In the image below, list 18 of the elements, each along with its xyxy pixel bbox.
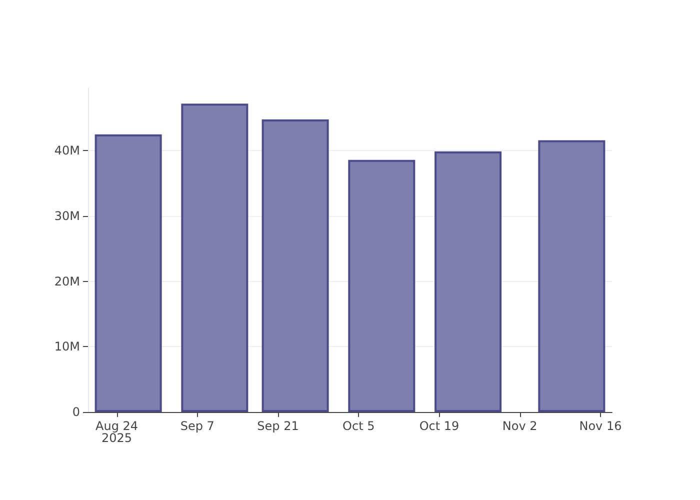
bar: [262, 119, 329, 412]
bar: [348, 160, 416, 412]
bar: [94, 134, 162, 412]
x-tick-label: Sep 7: [180, 419, 214, 433]
y-tick-label: 20M: [54, 274, 80, 288]
y-tick-label: 40M: [54, 144, 80, 158]
bar: [434, 151, 502, 412]
bar: [538, 140, 606, 412]
y-tick-label: 30M: [54, 209, 80, 224]
bar: [181, 104, 248, 412]
x-tick-label: Nov 2: [502, 419, 538, 433]
x-tick-label: Oct 5: [342, 419, 375, 433]
x-tick-label: Sep 21: [257, 419, 299, 433]
y-tick-label: 0: [72, 405, 80, 419]
y-tick-label: 10M: [54, 340, 80, 354]
x-tick-label: Oct 19: [419, 419, 460, 433]
x-tick-label: Aug 24 2025: [96, 419, 138, 445]
x-tick-label: Nov 16: [579, 419, 622, 433]
